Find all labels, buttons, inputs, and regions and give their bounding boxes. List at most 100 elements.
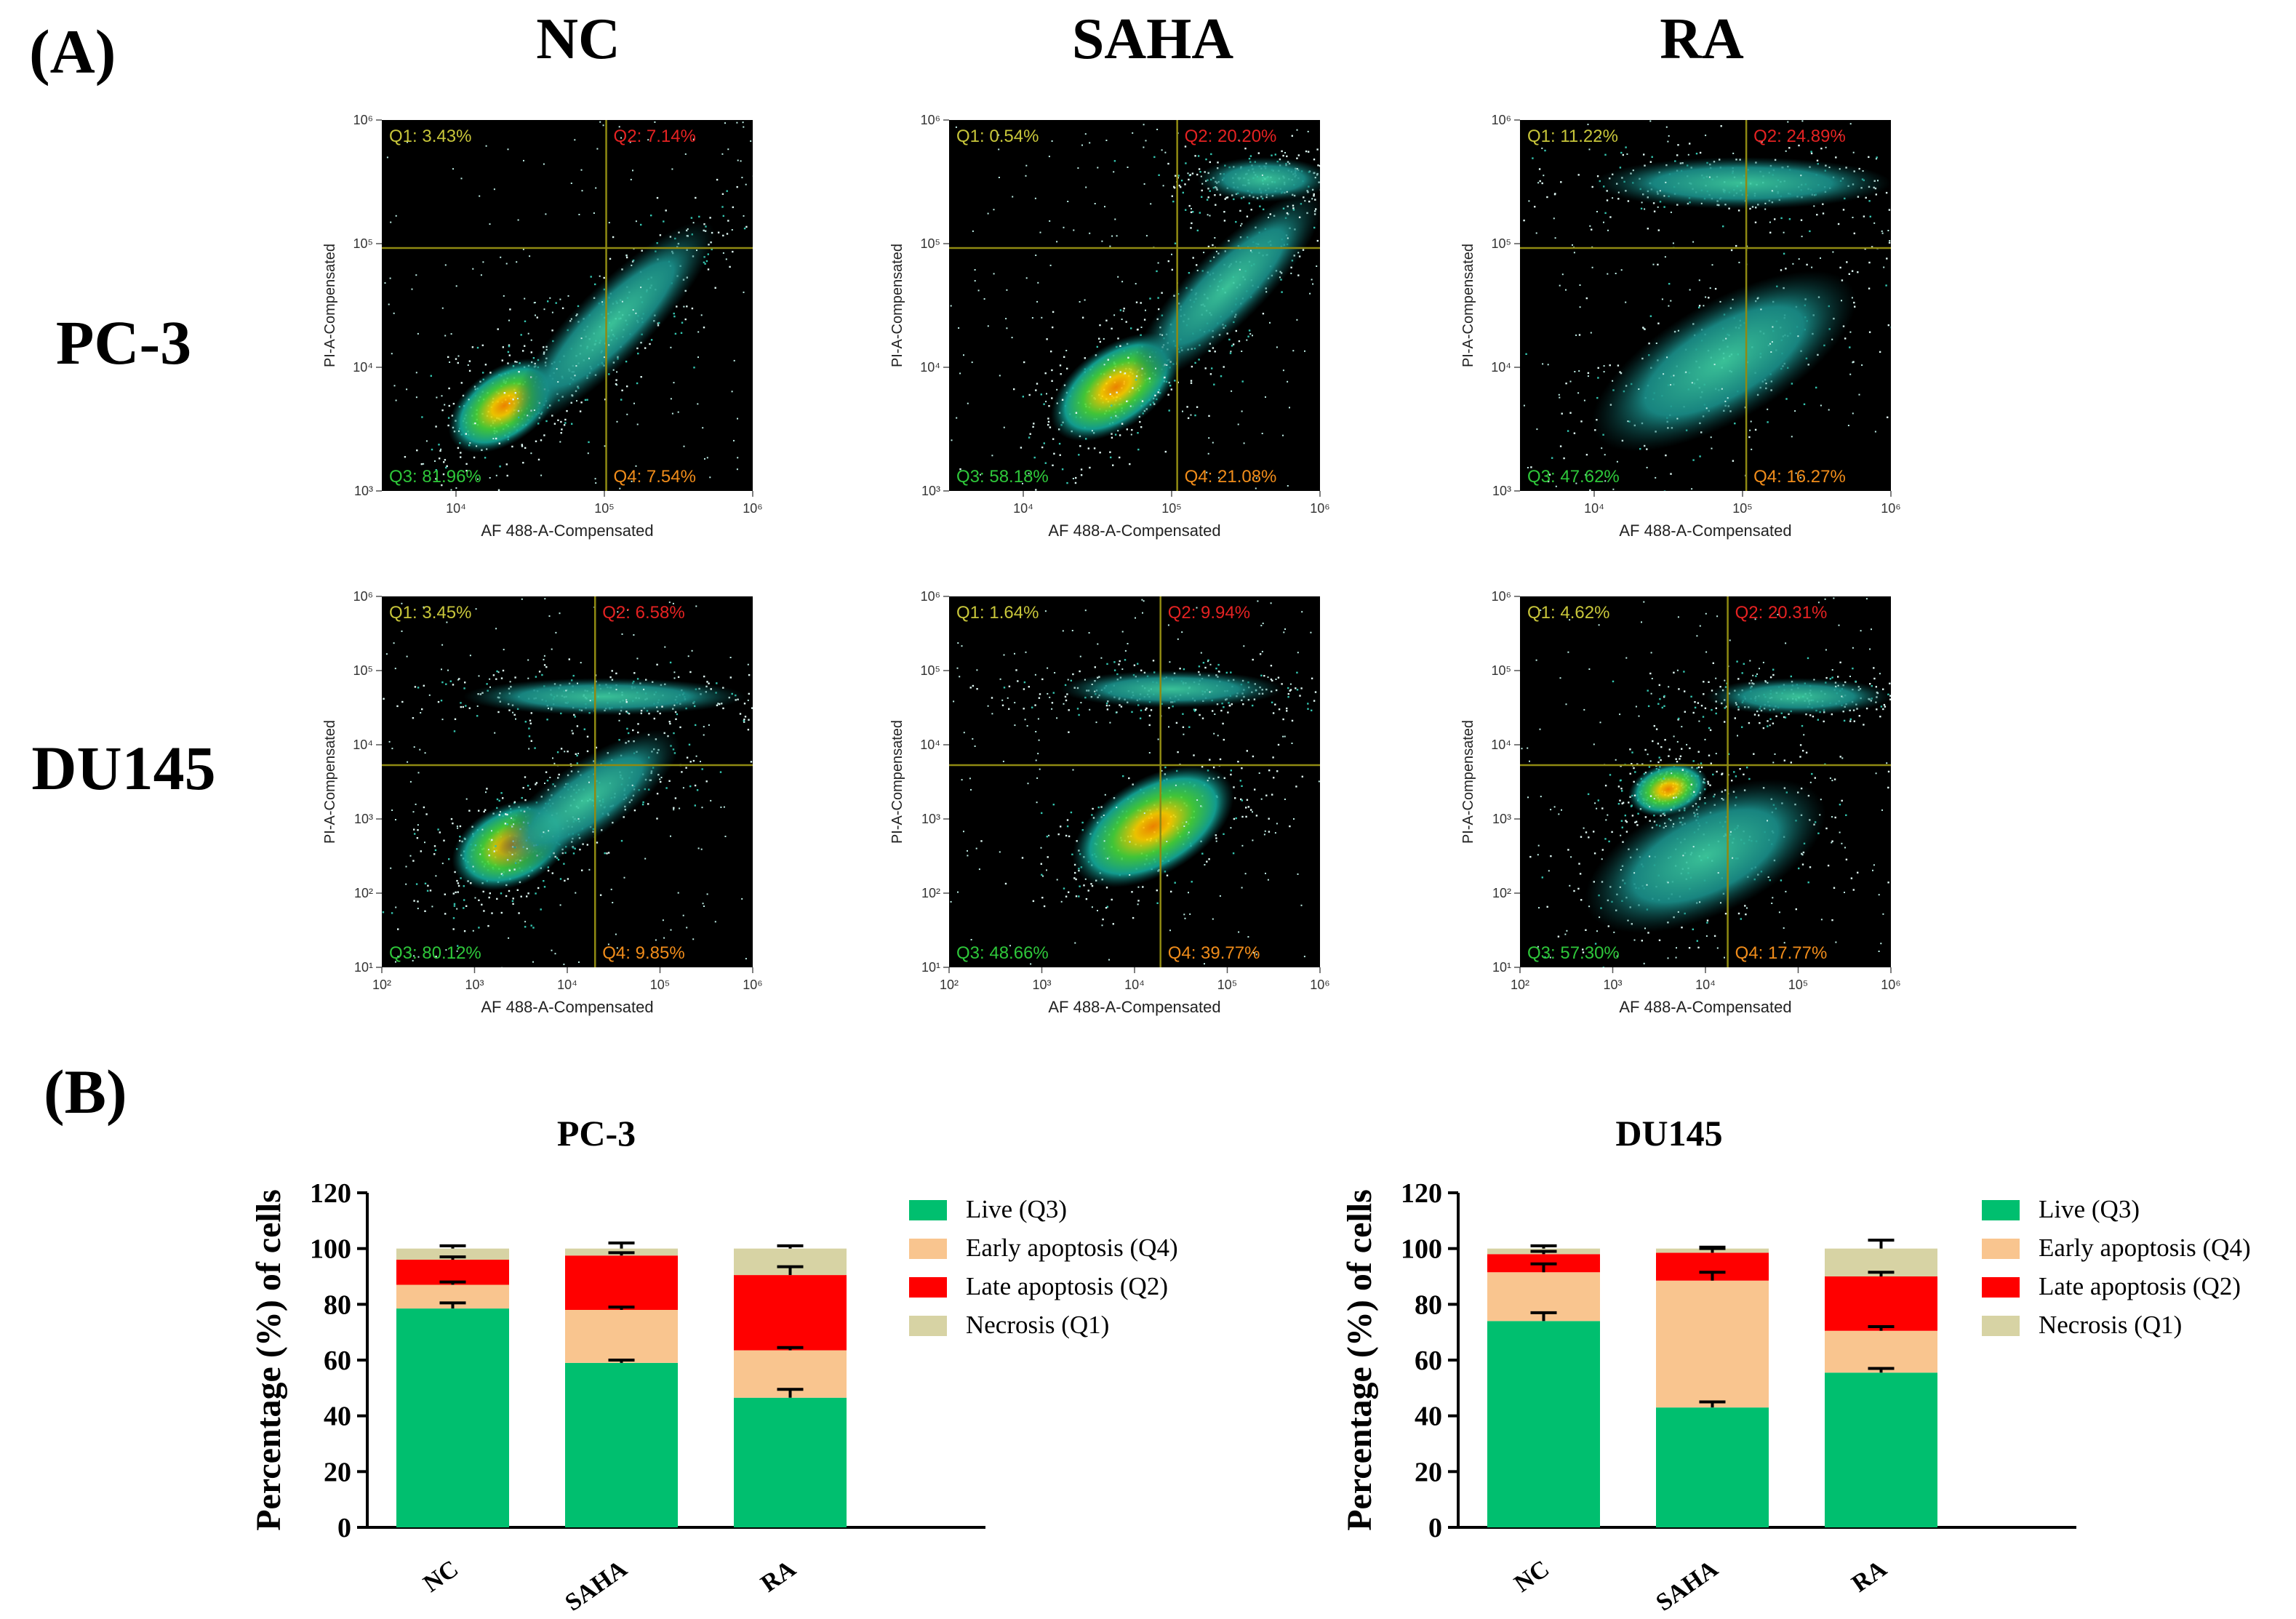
quadrant-label-q1: Q1: 0.54%	[956, 127, 1039, 146]
quadrant-label-q1: Q1: 11.22%	[1527, 127, 1618, 146]
legend-swatch	[909, 1316, 947, 1336]
x-tick-label: RA	[756, 1555, 801, 1598]
y-tick-label: 10¹	[354, 960, 373, 975]
x-axis-label: AF 488-A-Compensated	[481, 998, 653, 1016]
x-tick-label: 10⁵	[594, 501, 614, 516]
flow-plot-pc3-ra: Q1: 11.22% Q2: 24.89% Q3: 47.62% Q4: 16.27%…	[1460, 113, 1901, 540]
y-axis-label: Percentage (%) of cells	[1340, 1189, 1379, 1531]
y-tick-label: 10¹	[921, 960, 940, 975]
x-tick-label: 10⁵	[1217, 978, 1237, 992]
x-tick-label: 10⁴	[557, 978, 577, 992]
x-axis-label: AF 488-A-Compensated	[1619, 998, 1791, 1016]
flow-plot-du145-saha: Q1: 1.64% Q2: 9.94% Q3: 48.66% Q4: 39.77% 10…	[889, 589, 1330, 1016]
x-tick-label: SAHA	[1651, 1555, 1723, 1617]
x-axis-label: AF 488-A-Compensated	[1048, 998, 1220, 1016]
y-axis-label: PI-A-Compensated	[889, 244, 905, 367]
legend-swatch	[909, 1200, 947, 1220]
legend-swatch	[909, 1277, 947, 1298]
bar-segment-live	[1487, 1321, 1600, 1527]
quadrant-label-q1: Q1: 1.64%	[956, 603, 1039, 623]
y-tick-label: 10⁶	[353, 113, 373, 127]
bar-segment-live	[1656, 1407, 1769, 1527]
quadrant-label-q2: Q2: 20.31%	[1735, 603, 1828, 623]
bar-segment-early	[565, 1310, 678, 1363]
x-tick-label: 10⁵	[1788, 978, 1808, 992]
row-title-pc3: PC-3	[56, 308, 191, 377]
y-tick-label: 10⁶	[1492, 113, 1511, 127]
quadrant-label-q2: Q2: 24.89%	[1753, 127, 1846, 146]
bar-charts: PC-3 0 20 40 60 80 100 120 Percentage (%) of cel…	[249, 1113, 2251, 1617]
y-tick-label: 120	[310, 1178, 351, 1209]
x-tick-label: 10²	[940, 978, 959, 992]
bar-segment-early	[1656, 1280, 1769, 1408]
x-tick-label: 10⁵	[1161, 501, 1181, 516]
y-axis-label: Percentage (%) of cells	[249, 1189, 288, 1531]
x-axis-label: AF 488-A-Compensated	[481, 521, 653, 540]
x-tick-label: RA	[1847, 1555, 1892, 1598]
quadrant-label-q1: Q1: 4.62%	[1527, 603, 1609, 623]
quadrant-label-q4: Q4: 39.77%	[1168, 943, 1260, 963]
y-axis-label: PI-A-Compensated	[322, 720, 338, 844]
x-tick-label: 10²	[1511, 978, 1529, 992]
x-tick-label: 10⁴	[1695, 978, 1716, 992]
y-tick-label: 10³	[921, 484, 940, 498]
y-tick-label: 10⁴	[920, 360, 940, 375]
bar-chart-du145: DU145 0 20 40 60 80 100 120 Percentage (%) of ce…	[1340, 1113, 2251, 1617]
y-tick-label: 100	[1401, 1234, 1442, 1265]
x-tick-label: 10⁴	[446, 501, 466, 516]
y-tick-label: 10⁵	[353, 663, 373, 678]
quadrant-label-q3: Q3: 57.30%	[1527, 943, 1620, 963]
y-tick-label: 10³	[1492, 484, 1511, 498]
col-title-saha: SAHA	[1072, 7, 1233, 71]
legend-swatch	[1982, 1239, 2020, 1259]
legend-label: Live (Q3)	[966, 1195, 1067, 1223]
flow-plot-pc3-saha: Q1: 0.54% Q2: 20.20% Q3: 58.18% Q4: 21.08% 1…	[889, 113, 1330, 540]
y-tick-label: 10⁶	[1492, 589, 1511, 604]
y-tick-label: 10⁴	[353, 360, 373, 375]
legend-swatch	[1982, 1200, 2020, 1220]
y-tick-label: 20	[324, 1457, 351, 1487]
legend-swatch	[1982, 1316, 2020, 1336]
flow-plot-du145-nc: Q1: 3.45% Q2: 6.58% Q3: 80.12% Q4: 9.85% 10²…	[322, 589, 763, 1016]
y-tick-label: 60	[324, 1346, 351, 1376]
x-tick-label: 10³	[465, 978, 484, 992]
scatter-cloud	[950, 599, 1320, 965]
y-axis-label: PI-A-Compensated	[1460, 244, 1476, 367]
y-tick-label: 10³	[1492, 812, 1511, 826]
y-tick-label: 10⁶	[353, 589, 373, 604]
y-tick-label: 100	[310, 1234, 351, 1265]
y-axis-label: PI-A-Compensated	[1460, 720, 1476, 844]
x-tick-label: 10⁶	[743, 501, 762, 516]
flow-plot-du145-ra: Q1: 4.62% Q2: 20.31% Q3: 57.30% Q4: 17.77% 1…	[1460, 589, 1901, 1016]
quadrant-label-q4: Q4: 16.27%	[1753, 467, 1846, 487]
bar-segment-late	[1825, 1276, 1937, 1331]
quadrant-label-q3: Q3: 48.66%	[956, 943, 1049, 963]
y-tick-label: 10³	[354, 484, 373, 498]
row-title-du145: DU145	[31, 733, 215, 803]
quadrant-label-q4: Q4: 17.77%	[1735, 943, 1828, 963]
quadrant-label-q2: Q2: 9.94%	[1168, 603, 1250, 623]
quadrant-label-q2: Q2: 7.14%	[614, 127, 696, 146]
quadrant-label-q3: Q3: 80.12%	[389, 943, 481, 963]
bar-segment-early	[1825, 1330, 1937, 1373]
y-tick-label: 10³	[921, 812, 940, 826]
x-tick-label: 10⁶	[1881, 501, 1900, 516]
y-tick-label: 20	[1415, 1457, 1442, 1487]
flow-plot-pc3-nc: Q1: 3.43% Q2: 7.14% Q3: 81.96% Q4: 7.54% 10⁴…	[322, 113, 763, 540]
x-tick-label: 10⁶	[1310, 501, 1329, 516]
y-tick-label: 10²	[1492, 886, 1511, 900]
panel-label-b: (B)	[44, 1057, 127, 1127]
y-tick-label: 0	[337, 1513, 351, 1543]
y-tick-label: 10³	[354, 812, 373, 826]
legend-label: Necrosis (Q1)	[966, 1311, 1109, 1339]
legend-label: Necrosis (Q1)	[2039, 1311, 2182, 1339]
y-tick-label: 40	[324, 1402, 351, 1432]
legend-label: Late apoptosis (Q2)	[966, 1272, 1168, 1300]
y-tick-label: 120	[1401, 1178, 1442, 1209]
y-tick-label: 10⁴	[920, 737, 940, 752]
bar-segment-live	[734, 1397, 847, 1527]
bar-segment-live	[396, 1308, 509, 1527]
y-tick-label: 80	[1415, 1290, 1442, 1320]
y-tick-label: 10⁵	[1492, 663, 1511, 678]
quadrant-label-q2: Q2: 20.20%	[1185, 127, 1277, 146]
